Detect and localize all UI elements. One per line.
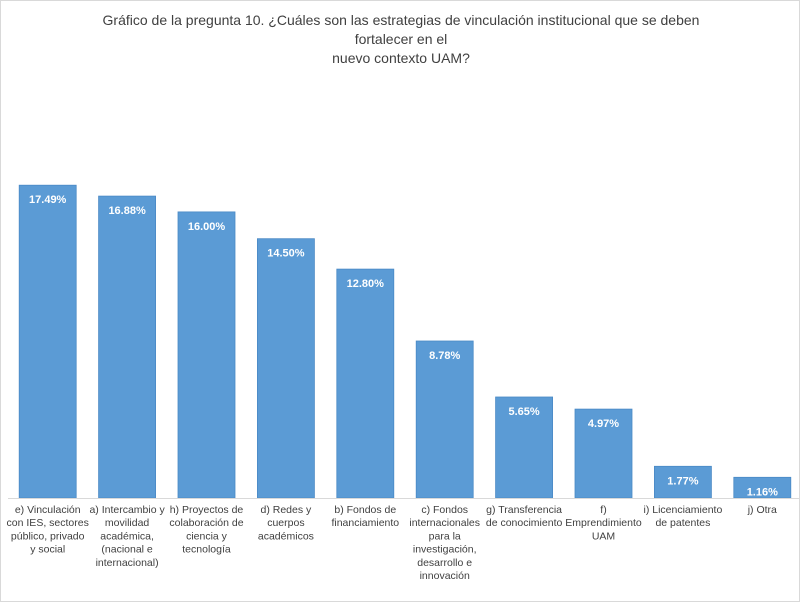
category-label-6: c) Fondos internacionales para la investiga… xyxy=(409,504,480,582)
data-label-1: 17.49% xyxy=(29,194,67,206)
category-label-5: b) Fondos de financiamiento xyxy=(331,504,399,529)
bar-3 xyxy=(177,211,236,499)
chart-title-line-2: nuevo contexto UAM? xyxy=(332,50,470,66)
data-label-5: 12.80% xyxy=(347,278,385,290)
category-label-4: d) Redes y cuerpos académicos xyxy=(258,504,314,542)
bar-4 xyxy=(256,238,315,499)
data-label-6: 8.78% xyxy=(429,350,460,362)
data-label-2: 16.88% xyxy=(108,205,146,217)
category-label-1: e) Vinculación con IES, sectores público, … xyxy=(7,504,89,556)
data-label-10: 1.16% xyxy=(747,486,778,498)
bar-8 xyxy=(574,408,633,499)
category-label-8: f) Emprendimiento UAM xyxy=(565,504,642,542)
chart-title: Gráfico de la pregunta 10. ¿Cuáles son l… xyxy=(101,11,701,68)
category-label-9: i) Licenciamiento de patentes xyxy=(644,504,723,529)
data-label-7: 5.65% xyxy=(508,406,539,418)
bar-5 xyxy=(336,268,395,499)
data-label-8: 4.97% xyxy=(588,418,619,430)
bar-1 xyxy=(18,184,77,499)
chart-title-line-1: Gráfico de la pregunta 10. ¿Cuáles son l… xyxy=(102,12,700,47)
category-label-7: g) Transferencia de conocimiento xyxy=(486,504,563,529)
bar-9 xyxy=(654,465,712,499)
bar-2 xyxy=(98,195,156,499)
data-label-9: 1.77% xyxy=(667,475,698,487)
data-label-3: 16.00% xyxy=(188,221,226,233)
category-label-10: j) Otra xyxy=(747,504,777,516)
category-label-2: a) Intercambio y movilidad académica, (naci… xyxy=(89,504,165,569)
bar-6 xyxy=(415,340,474,499)
data-label-4: 14.50% xyxy=(267,248,305,260)
